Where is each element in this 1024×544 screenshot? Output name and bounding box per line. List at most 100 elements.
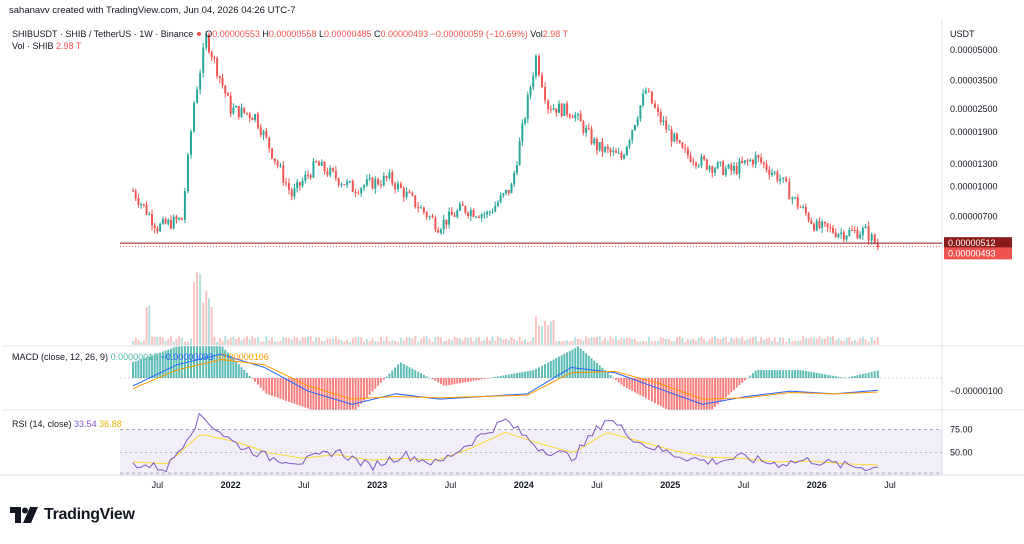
volume-bar	[647, 336, 650, 345]
macd-hist-bar	[593, 360, 596, 378]
volume-group	[132, 272, 879, 345]
candle-body	[813, 223, 816, 231]
macd-hist-bar	[388, 373, 391, 378]
volume-bar	[391, 340, 394, 345]
volume-bar	[851, 341, 853, 345]
macd-hist-bar	[458, 378, 461, 384]
candle-body	[773, 172, 776, 174]
candle-body	[639, 105, 642, 119]
rsi-ma-value: 36.88	[99, 419, 122, 429]
volume-bar	[156, 336, 159, 345]
candle-body	[738, 160, 741, 174]
candle-body	[371, 177, 374, 189]
candle-body	[719, 161, 722, 163]
macd-hist-bar	[259, 378, 262, 388]
volume-bar	[566, 340, 569, 345]
macd-hist-bar	[445, 378, 448, 386]
macd-hist-bar	[428, 377, 431, 379]
candle-body	[437, 229, 440, 233]
macd-hist-bar	[791, 370, 794, 378]
candle-body	[788, 181, 791, 200]
volume-bar	[848, 337, 851, 345]
macd-hist-bar	[848, 377, 851, 378]
candle-body	[779, 178, 782, 181]
candle-body	[221, 77, 224, 86]
macd-hist-bar	[716, 378, 719, 405]
candle-body	[700, 156, 703, 166]
macd-hist-bar	[547, 362, 550, 378]
candle-body	[711, 166, 714, 173]
volume-bar	[555, 341, 558, 345]
tradingview-logo[interactable]: TradingView	[10, 506, 135, 524]
candle-body	[678, 140, 681, 143]
candle-body	[574, 115, 577, 118]
volume-bar	[477, 337, 480, 345]
macd-hist-bar	[582, 350, 585, 378]
volume-bar	[802, 336, 805, 345]
macd-hist-bar	[681, 378, 684, 410]
volume-bar	[834, 340, 837, 345]
volume-bar	[695, 340, 697, 345]
candle-body	[815, 220, 818, 231]
volume-bar	[431, 341, 434, 345]
macd-hist-bar	[439, 378, 442, 384]
candle-body	[461, 204, 464, 207]
volume-bar	[770, 340, 773, 345]
volume-bar	[399, 337, 402, 345]
candle-body	[587, 127, 590, 130]
vol2-label: Vol · SHIB	[12, 41, 54, 51]
macd-hist-bar	[526, 371, 529, 378]
rsi-legend: RSI (14, close) 33.54 36.88	[12, 419, 122, 429]
volume-bar	[193, 281, 196, 345]
volume-bar	[186, 341, 189, 345]
rsi-name: RSI (14, close)	[12, 419, 72, 429]
volume-bar	[229, 337, 232, 345]
macd-hist-bar	[770, 370, 773, 378]
macd-hist-bar	[552, 359, 555, 378]
candle-body	[417, 206, 420, 209]
macd-hist-bar	[164, 350, 167, 378]
macd-hist-bar	[218, 346, 221, 378]
candle-body	[730, 164, 733, 171]
candle-body	[563, 103, 566, 117]
volume-bar	[290, 339, 293, 345]
macd-hist-bar	[363, 378, 366, 401]
candle-body	[842, 232, 845, 240]
volume-bar	[161, 337, 164, 345]
volume-bar	[320, 340, 323, 345]
macd-hist-bar	[859, 374, 862, 378]
macd-hist-bar	[773, 370, 776, 378]
volume-bar	[574, 336, 577, 345]
candle-body	[224, 85, 227, 94]
volume-bar	[254, 338, 257, 345]
macd-hist-bar	[510, 374, 513, 378]
macd-tick-label: −0.00000100	[950, 386, 1003, 396]
volume-bar	[464, 337, 467, 345]
volume-bar	[653, 341, 656, 345]
candle-body	[762, 162, 765, 164]
ohlc-o-value: 0.00000553	[212, 29, 260, 39]
macd-hist-bar	[304, 378, 307, 408]
rsi-value: 33.54	[74, 419, 97, 429]
volume-bar	[486, 337, 489, 345]
macd-hist-bar	[343, 378, 346, 410]
volume-bar	[711, 337, 714, 345]
candle-body	[156, 228, 159, 232]
macd-hist-bar	[434, 378, 437, 381]
macd-hist-bar	[873, 371, 876, 378]
volume-bar	[334, 336, 337, 345]
macd-hist-bar	[240, 367, 243, 378]
volume-bar	[505, 338, 508, 345]
volume-bar	[243, 338, 246, 345]
macd-hist-bar	[670, 378, 673, 410]
candle-body	[582, 121, 585, 133]
macd-hist-bar	[722, 378, 725, 400]
candle-body	[876, 243, 879, 248]
macd-hist-bar	[579, 348, 582, 378]
candle-body	[268, 137, 271, 149]
macd-hist-bar	[733, 378, 735, 391]
candle-body	[823, 221, 826, 224]
volume-bar	[499, 337, 502, 345]
macd-hist-bar	[662, 378, 665, 408]
